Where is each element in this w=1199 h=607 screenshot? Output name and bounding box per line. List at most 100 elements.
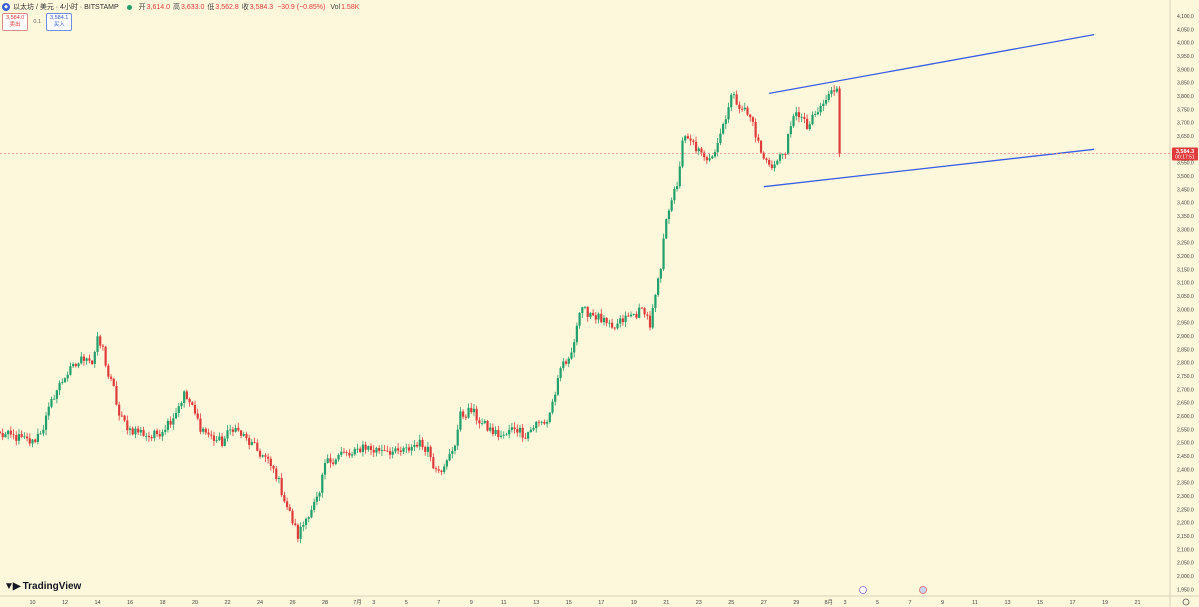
- candle-body[interactable]: [47, 406, 50, 416]
- candle-body[interactable]: [283, 495, 286, 502]
- candle-body[interactable]: [99, 336, 102, 346]
- candle-body[interactable]: [648, 315, 652, 328]
- candle-body[interactable]: [215, 440, 218, 441]
- candle-body[interactable]: [296, 524, 300, 539]
- candle-body[interactable]: [321, 474, 324, 493]
- candle-body[interactable]: [329, 458, 332, 463]
- candle-body[interactable]: [391, 451, 394, 455]
- candle-body[interactable]: [751, 117, 755, 122]
- candle-body[interactable]: [15, 435, 18, 441]
- candle-body[interactable]: [112, 378, 115, 386]
- candle-body[interactable]: [437, 469, 440, 471]
- candle-body[interactable]: [375, 448, 378, 453]
- candle-body[interactable]: [735, 94, 738, 105]
- candle-body[interactable]: [627, 315, 630, 317]
- candle-body[interactable]: [337, 454, 340, 460]
- candle-body[interactable]: [93, 351, 96, 364]
- candle-body[interactable]: [372, 449, 375, 453]
- candle-body[interactable]: [768, 160, 771, 165]
- tradingview-brand[interactable]: ▼▶ TradingView: [4, 581, 81, 592]
- candle-body[interactable]: [700, 148, 703, 153]
- candle-body[interactable]: [285, 501, 289, 508]
- candle-body[interactable]: [443, 466, 446, 473]
- candle-body[interactable]: [256, 442, 259, 451]
- candle-body[interactable]: [675, 186, 679, 189]
- candle-body[interactable]: [527, 432, 530, 439]
- candle-body[interactable]: [231, 429, 235, 432]
- candle-body[interactable]: [261, 455, 264, 457]
- candle-body[interactable]: [548, 412, 551, 423]
- candle-body[interactable]: [434, 468, 438, 470]
- candle-body[interactable]: [746, 107, 749, 115]
- candle-body[interactable]: [586, 306, 589, 317]
- candle-body[interactable]: [415, 444, 419, 447]
- candle-body[interactable]: [502, 434, 505, 436]
- candle-body[interactable]: [155, 430, 159, 435]
- candle-body[interactable]: [540, 421, 543, 423]
- candle-body[interactable]: [632, 314, 635, 315]
- candle-body[interactable]: [63, 378, 67, 383]
- candle-body[interactable]: [334, 459, 337, 464]
- candle-body[interactable]: [378, 448, 381, 451]
- candle-body[interactable]: [128, 428, 132, 431]
- candle-body[interactable]: [838, 88, 841, 154]
- candle-body[interactable]: [264, 455, 267, 457]
- candle-body[interactable]: [248, 438, 251, 445]
- candle-body[interactable]: [497, 429, 500, 437]
- candle-body[interactable]: [480, 423, 484, 424]
- candle-body[interactable]: [667, 210, 671, 220]
- candle-body[interactable]: [212, 435, 216, 441]
- candle-body[interactable]: [797, 112, 801, 118]
- candle-body[interactable]: [20, 434, 23, 437]
- candle-body[interactable]: [803, 116, 806, 119]
- candle-body[interactable]: [719, 133, 722, 143]
- candle-body[interactable]: [318, 492, 321, 497]
- candle-body[interactable]: [25, 436, 29, 439]
- candle-body[interactable]: [61, 382, 64, 383]
- candle-body[interactable]: [161, 431, 164, 437]
- candle-body[interactable]: [9, 430, 12, 435]
- candle-body[interactable]: [724, 119, 727, 125]
- candle-body[interactable]: [543, 421, 546, 424]
- candle-body[interactable]: [781, 154, 784, 155]
- candle-body[interactable]: [258, 450, 262, 457]
- candle-body[interactable]: [464, 416, 467, 418]
- candle-body[interactable]: [651, 307, 654, 328]
- candle-body[interactable]: [491, 427, 495, 435]
- candle-body[interactable]: [638, 307, 641, 318]
- candle-body[interactable]: [207, 432, 210, 435]
- candle-body[interactable]: [770, 164, 773, 169]
- candle-body[interactable]: [275, 468, 278, 480]
- candle-body[interactable]: [193, 404, 197, 414]
- candle-body[interactable]: [462, 411, 465, 417]
- candle-body[interactable]: [518, 427, 522, 433]
- candle-body[interactable]: [486, 420, 489, 431]
- candle-body[interactable]: [361, 444, 365, 452]
- candle-body[interactable]: [475, 408, 478, 421]
- candle-body[interactable]: [759, 140, 763, 153]
- candle-body[interactable]: [811, 114, 814, 125]
- candle-body[interactable]: [445, 460, 448, 467]
- candle-body[interactable]: [597, 313, 600, 320]
- candle-body[interactable]: [413, 444, 416, 447]
- candle-body[interactable]: [432, 457, 435, 469]
- candle-body[interactable]: [662, 238, 665, 270]
- candle-body[interactable]: [621, 318, 625, 323]
- candle-body[interactable]: [730, 94, 733, 108]
- candle-body[interactable]: [169, 420, 172, 425]
- candle-body[interactable]: [670, 200, 673, 211]
- candle-body[interactable]: [732, 94, 736, 96]
- candle-body[interactable]: [814, 114, 817, 115]
- candle-body[interactable]: [239, 430, 243, 436]
- candle-body[interactable]: [451, 450, 454, 454]
- candle-body[interactable]: [795, 112, 798, 117]
- candle-body[interactable]: [36, 433, 40, 442]
- candle-body[interactable]: [727, 107, 730, 120]
- candle-body[interactable]: [470, 407, 473, 413]
- candle-body[interactable]: [489, 427, 492, 431]
- candle-body[interactable]: [166, 420, 170, 430]
- candle-body[interactable]: [722, 124, 725, 134]
- candle-body[interactable]: [421, 439, 424, 447]
- candle-body[interactable]: [822, 103, 825, 107]
